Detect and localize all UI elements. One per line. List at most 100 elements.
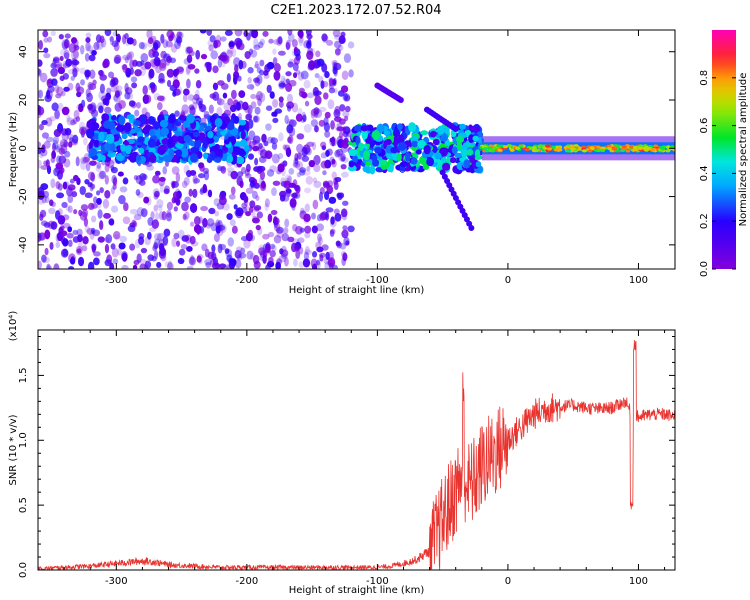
spectrogram-cell	[110, 85, 118, 93]
spectrogram-cell	[270, 136, 276, 144]
colorbar-tick-label: 0.6	[699, 118, 710, 134]
spectrogram-cell	[238, 90, 246, 98]
spectrogram-cell	[53, 263, 60, 269]
spectrogram-cell	[233, 115, 240, 124]
spectrogram-cell	[147, 254, 155, 261]
spectrogram-cell	[226, 49, 233, 59]
spectrogram-cell	[55, 93, 62, 99]
spectrogram-cell	[341, 70, 349, 81]
spectrogram-cell	[55, 241, 61, 249]
spectrogram-cell	[186, 266, 194, 269]
spectrogram-cell	[347, 225, 355, 233]
spectrogram-cell	[56, 192, 65, 199]
spectrogram-cell	[110, 115, 117, 121]
spectrogram-cell	[166, 79, 172, 88]
spectrogram-cell	[93, 257, 100, 266]
spectrogram-cell	[133, 259, 140, 266]
spectrogram-cell	[248, 130, 256, 141]
x-tick-label: -100	[366, 576, 389, 587]
spectrogram-cell	[149, 154, 157, 163]
spectrogram-cell	[396, 153, 402, 162]
spectrogram-cell	[117, 247, 122, 256]
spectrogram-cell	[114, 54, 122, 64]
spectrogram-cell	[297, 36, 305, 44]
spectrogram-cell	[295, 113, 303, 122]
spectrogram-cell	[39, 209, 47, 218]
spectrogram-cell	[158, 72, 165, 83]
spectrogram-cell	[557, 148, 563, 152]
spectrogram-cell	[244, 169, 250, 176]
spectrogram-cell	[339, 242, 347, 250]
spectrogram-cell	[206, 30, 213, 36]
y-axis-title: SNR (10 * v/v)	[8, 414, 19, 485]
spectrogram-cell	[305, 30, 312, 36]
spectrogram-cell	[159, 144, 168, 151]
colorbar-tick-label: 0.4	[699, 165, 710, 181]
spectrogram-cell	[66, 187, 73, 197]
spectrogram-cell	[189, 169, 197, 176]
spectrogram-cell	[271, 187, 277, 197]
spectrogram-cell	[184, 234, 192, 244]
spectrogram-cell	[320, 160, 329, 169]
spectrogram-cell	[159, 58, 167, 69]
spectrogram-cell	[152, 174, 160, 184]
spectrogram-cell	[38, 260, 42, 269]
spectrogram-cell	[304, 203, 311, 213]
spectrogram-cell	[63, 52, 70, 60]
spectrogram-cell	[294, 158, 299, 165]
spectrogram-cell	[110, 243, 116, 250]
x-tick-label: -100	[366, 275, 389, 286]
spectrogram-cell	[76, 86, 85, 95]
spectrogram-cell	[50, 68, 58, 77]
spectrogram-cell	[202, 217, 208, 228]
spectrogram-cell	[172, 191, 180, 200]
spectrogram-cell	[64, 150, 71, 158]
spectrogram-cell	[219, 36, 227, 42]
spectrogram-cell	[371, 130, 381, 140]
spectrogram-cell	[147, 231, 152, 240]
spectrogram-cell	[45, 136, 54, 143]
spectrogram-cell	[338, 131, 344, 139]
spectrogram-cell	[298, 87, 305, 94]
spectrogram-cell	[98, 131, 105, 142]
spectrogram-cell	[361, 129, 368, 140]
spectrogram-cell	[212, 65, 219, 74]
spectrogram-cell	[175, 68, 180, 76]
spectrogram-cell	[259, 69, 265, 76]
spectrogram-cell	[72, 229, 79, 235]
spectrogram-cell	[332, 66, 338, 75]
y-tick-label: 0.5	[18, 497, 29, 513]
spectrogram-cell	[239, 139, 248, 147]
spectrogram-cell	[397, 134, 405, 144]
spectrogram-cell	[163, 185, 170, 193]
spectrogram-cell	[261, 180, 266, 189]
spectrogram-cell	[134, 69, 142, 77]
spectrogram-cell	[164, 160, 170, 167]
spectrogram-cell	[122, 34, 127, 45]
spectrogram-cell	[487, 146, 493, 150]
spectrogram-cell	[250, 93, 257, 100]
spectrogram-cell	[312, 177, 318, 183]
spectrogram-cell	[84, 52, 90, 62]
spectrogram-cell	[47, 79, 52, 85]
spectrogram-cell	[296, 172, 301, 178]
spectrogram-cell	[240, 247, 246, 254]
spectrogram-cell	[208, 207, 216, 215]
spectrogram-cell	[272, 48, 277, 55]
spectrogram-cell	[153, 56, 161, 67]
spectrogram-cell	[292, 192, 301, 199]
spectrogram-cell	[321, 80, 329, 88]
spectrogram-cell	[177, 229, 185, 239]
spectrogram-cell	[253, 44, 261, 51]
spectrogram-cell	[119, 235, 128, 243]
spectrogram-cell	[58, 33, 64, 40]
spectrogram-cell	[211, 262, 220, 269]
spectrogram-cell	[302, 258, 311, 268]
spectrogram-cell	[106, 133, 115, 144]
spectrogram-cell	[171, 237, 177, 248]
spectrogram-cell	[183, 164, 190, 175]
spectrogram-cell	[320, 80, 325, 89]
spectrogram-cell	[81, 245, 88, 252]
spectrogram-cell	[266, 84, 272, 94]
spectrogram-cell	[475, 161, 482, 168]
